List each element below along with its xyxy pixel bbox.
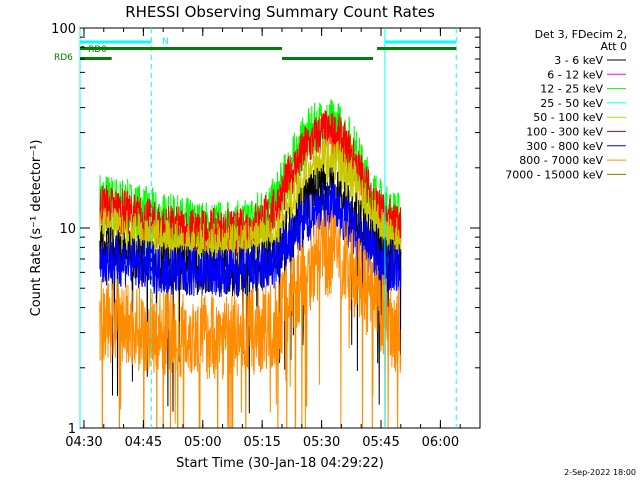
x-tick-label: 06:00 (422, 435, 459, 450)
series-line (99, 138, 402, 272)
legend-label: 800 - 7000 keV (519, 154, 603, 167)
x-tick-label: 04:30 (65, 435, 102, 450)
y-axis-label: Count Rate (s⁻¹ detector⁻¹) (29, 140, 44, 317)
series-line (99, 209, 402, 428)
legend-header: Det 3, FDecim 2, (535, 28, 627, 41)
legend-label: 7000 - 15000 keV (505, 168, 603, 181)
legend-label: 50 - 100 keV (533, 111, 603, 124)
legend-label: 6 - 12 keV (547, 68, 603, 81)
bar-label-rd6: RD6 (54, 53, 73, 63)
legend-label: 300 - 800 keV (526, 140, 603, 153)
y-tick-label: 100 (51, 22, 76, 37)
x-axis-label: Start Time (30-Jan-18 04:29:22) (176, 456, 384, 471)
x-tick-label: 05:45 (362, 435, 399, 450)
legend-label: 100 - 300 keV (526, 126, 603, 139)
legend-label: 25 - 50 keV (540, 97, 603, 110)
y-tick-label: 1 (68, 422, 76, 437)
x-tick-label: 05:00 (184, 435, 221, 450)
footer-date: 2-Sep-2022 18:00 (564, 468, 636, 477)
bar-label-n: N (162, 37, 169, 47)
legend-header: Att 0 (601, 40, 627, 53)
chart-title: RHESSI Observing Summary Count Rates (125, 3, 435, 21)
y-tick-label: 10 (59, 222, 76, 237)
x-tick-label: 04:45 (125, 435, 162, 450)
axes: N RD0 RD6 04:30 04:45 05:00 05:15 05:30 05:45 06:… (51, 22, 481, 450)
bar-label-rd0: RD0 (88, 45, 107, 55)
legend-label: 3 - 6 keV (554, 54, 603, 67)
series-line (99, 181, 402, 298)
plot-area (99, 99, 402, 428)
x-tick-label: 05:30 (303, 435, 340, 450)
x-tick-label: 05:15 (243, 435, 280, 450)
legend-label: 12 - 25 keV (540, 83, 603, 96)
